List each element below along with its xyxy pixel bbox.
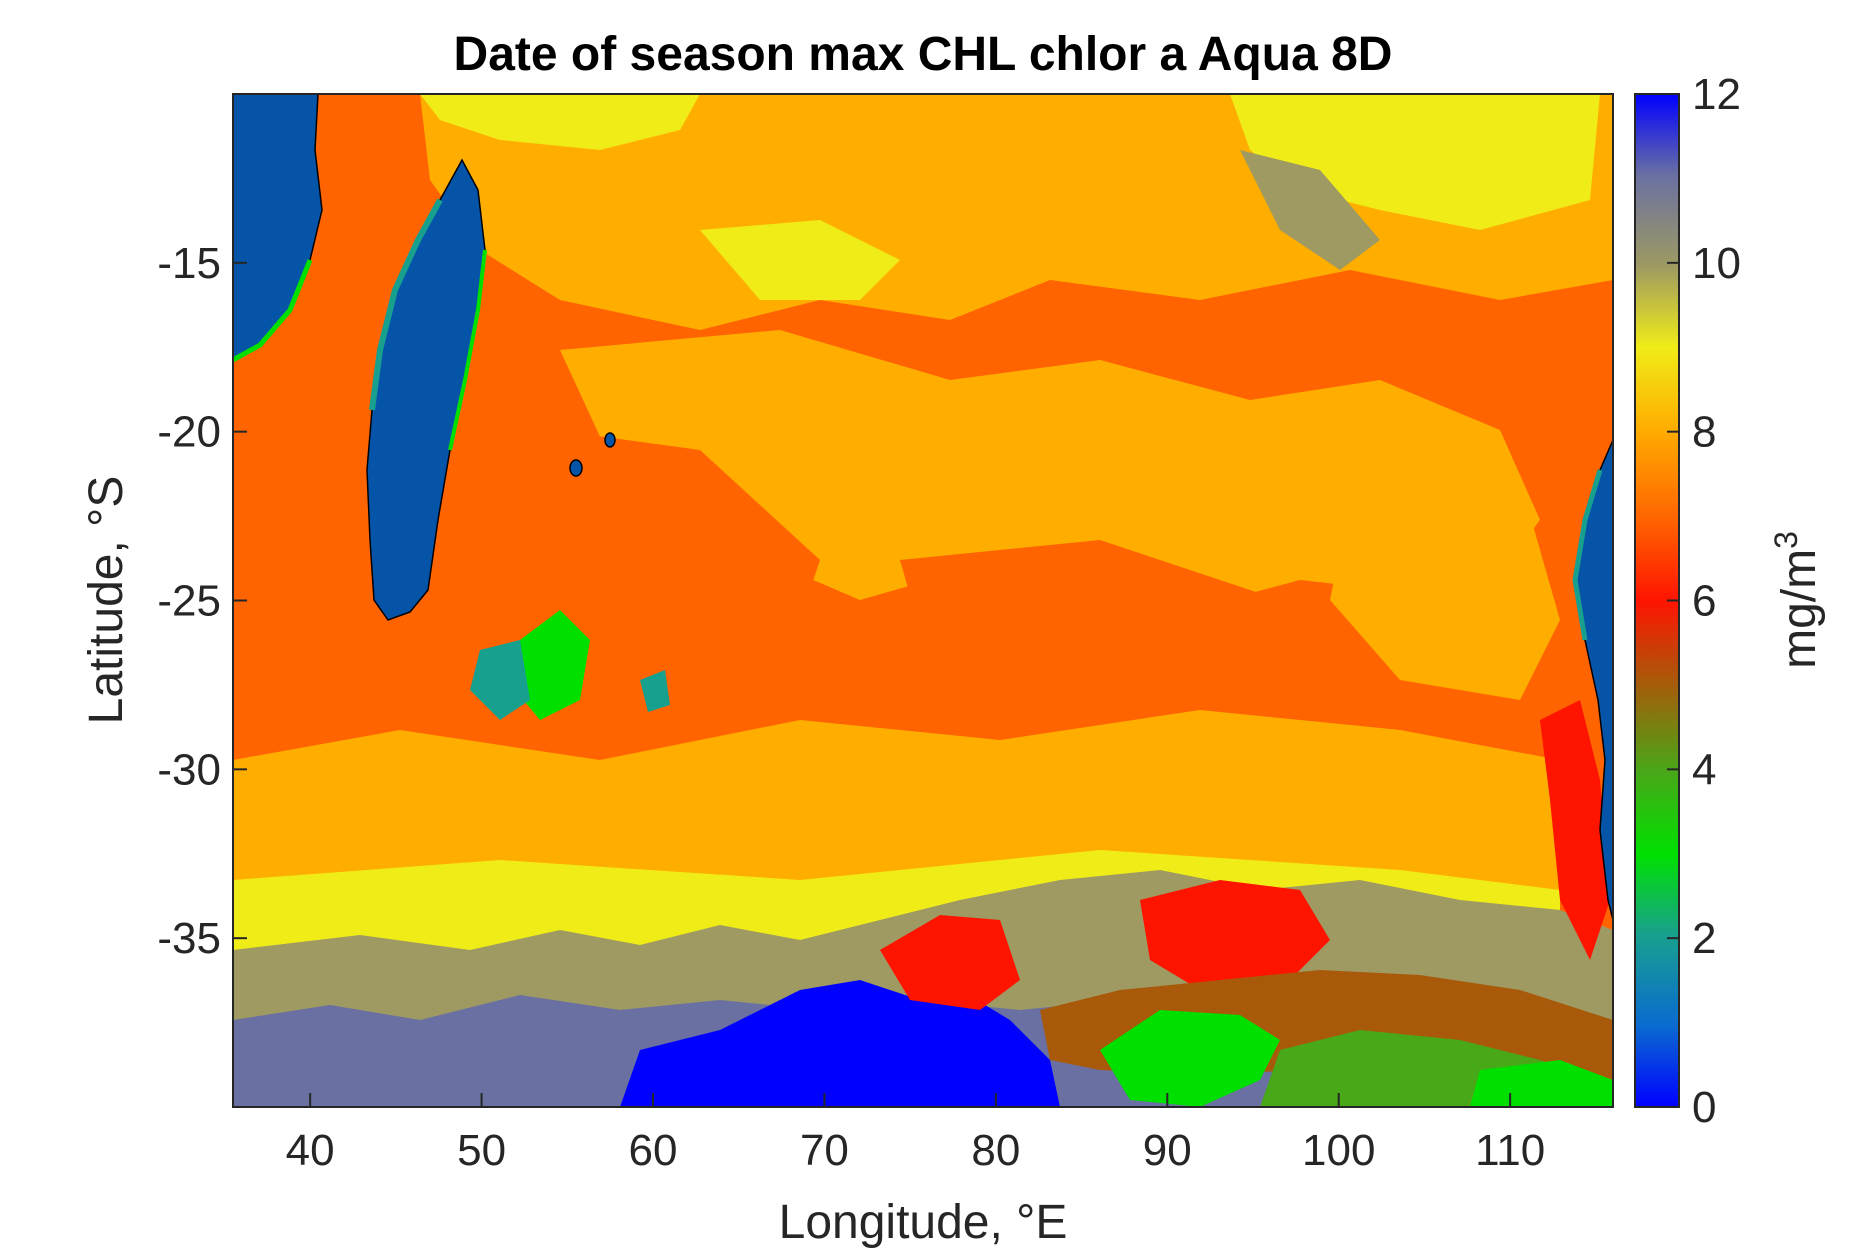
band-green-east [1470,1060,1613,1107]
x-tick-label: 60 [629,1126,678,1175]
y-axis-ticks: -15 -20 -25 -30 -35 [157,239,247,963]
patch-green-south-madagascar [515,610,590,720]
x-tick-label: 90 [1143,1126,1192,1175]
colorbar-tick-label: 10 [1692,239,1741,288]
band-blue [620,980,1060,1107]
y-tick-label: -20 [157,408,221,457]
patch-yellow-northeast [1230,94,1600,230]
colorbar-label: mg/m3 [1768,531,1826,669]
patch-grey-northeast [1240,150,1380,270]
colorbar-tick-label: 0 [1692,1083,1716,1132]
land-reunion [604,432,616,448]
band-red-east [1140,880,1330,990]
x-tick-label: 80 [971,1126,1020,1175]
colorbar-tick-label: 8 [1692,408,1716,457]
band-red-west [880,915,1020,1010]
y-tick-label: -25 [157,577,221,626]
patch-yellow-north-central [700,220,900,300]
colorbar-tick-label: 2 [1692,914,1716,963]
teal-patch [470,610,670,720]
chart-title: Date of season max CHL chlor a Aqua 8D [454,28,1393,81]
rim-madagascar-east [448,249,487,451]
patch-redorange-central-south [900,540,1300,720]
x-axis-label: Longitude, °E [779,1196,1068,1249]
band-green-lime [1100,1010,1280,1107]
patch-yellow-north-strip [420,94,700,150]
rim-africa [233,259,313,363]
y-tick-label: -35 [157,914,221,963]
plot-area [233,94,1613,1107]
x-tick-label: 110 [1475,1126,1545,1175]
land-mauritius [569,459,583,477]
patch-teal-small [640,670,670,712]
colorbar-label-superscript: 3 [1768,531,1804,549]
colorbar-tick-label: 6 [1692,577,1716,626]
rim-australia [1572,469,1603,641]
y-tick-label: -30 [157,745,221,794]
colorbar-tick-label: 4 [1692,745,1716,794]
coastal-rims [233,198,1603,641]
y-tick-label: -15 [157,239,221,288]
colorbar-ticks: 0 2 4 6 8 10 12 [1667,70,1741,1132]
colorbar-label-main: mg/m [1773,549,1826,669]
patch-orange-east-central [1330,480,1560,700]
x-tick-label: 50 [457,1126,506,1175]
band-red-coast [1540,700,1610,960]
y-axis-label: Latitude, °S [80,476,133,725]
rim-madagascar-west [369,198,443,411]
x-tick-label: 40 [286,1126,335,1175]
colorbar-tick-label: 12 [1692,70,1741,119]
southern-bands [233,700,1613,1107]
x-tick-label: 70 [800,1126,849,1175]
x-axis-ticks: 40 50 60 70 80 90 100 110 [286,1093,1545,1175]
patch-teal-south-madagascar [470,640,530,720]
x-tick-label: 100 [1302,1126,1375,1175]
